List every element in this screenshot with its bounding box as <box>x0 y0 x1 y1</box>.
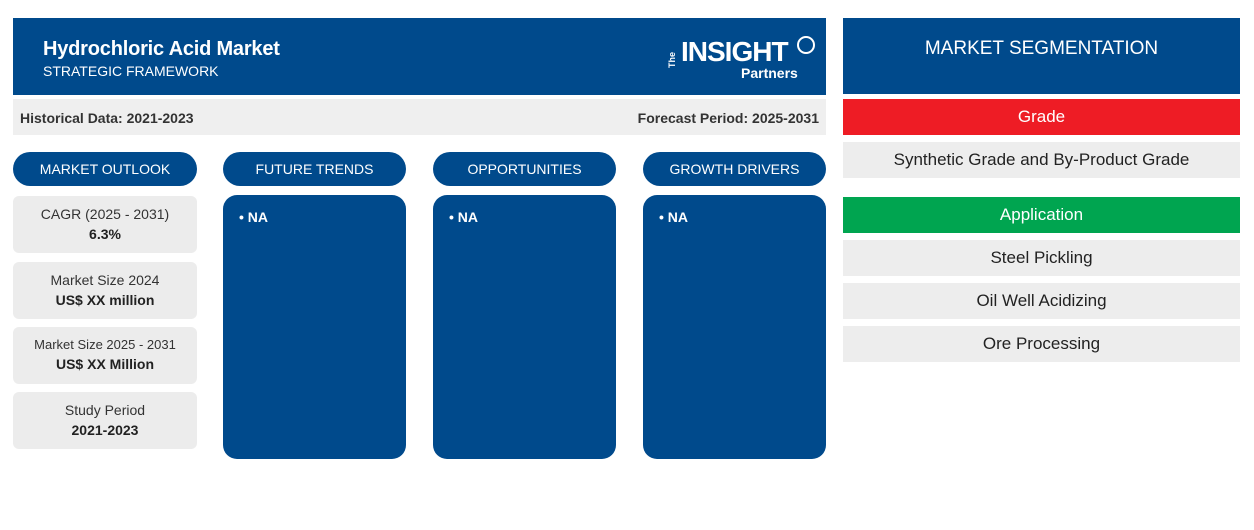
market-outlook-heading: MARKET OUTLOOK <box>13 152 197 186</box>
stat-cagr: CAGR (2025 - 2031) 6.3% <box>13 196 197 253</box>
stat-value: US$ XX Million <box>55 356 154 372</box>
stat-value: US$ XX million <box>55 292 155 308</box>
logo-ring-icon <box>797 36 815 54</box>
forecast-period: Forecast Period: 2025-2031 <box>637 110 819 126</box>
stat-market-size-2024: Market Size 2024 US$ XX million <box>13 262 197 319</box>
stat-value: 2021-2023 <box>71 422 139 438</box>
segment-item: Synthetic Grade and By-Product Grade <box>843 142 1240 178</box>
growth-drivers-item: • NA <box>659 209 689 225</box>
logo-insight-text: INSIGHT <box>681 36 789 67</box>
opportunities-item: • NA <box>449 209 479 225</box>
stat-label: CAGR (2025 - 2031) <box>40 206 170 222</box>
segment-item: Steel Pickling <box>843 240 1240 276</box>
market-segmentation-heading: MARKET SEGMENTATION <box>843 18 1240 94</box>
future-trends-item: • NA <box>239 209 269 225</box>
growth-drivers-panel: • NA <box>643 195 826 459</box>
period-bar: Historical Data: 2021-2023 Forecast Peri… <box>13 99 826 135</box>
stat-label: Market Size 2025 - 2031 <box>34 337 176 352</box>
report-header: Hydrochloric Acid Market STRATEGIC FRAME… <box>13 18 826 95</box>
stat-market-size-forecast: Market Size 2025 - 2031 US$ XX Million <box>13 327 197 384</box>
future-trends-panel: • NA <box>223 195 406 459</box>
future-trends-heading: FUTURE TRENDS <box>223 152 406 186</box>
historical-data: Historical Data: 2021-2023 <box>20 110 194 126</box>
opportunities-heading: OPPORTUNITIES <box>433 152 616 186</box>
insight-partners-logo: The INSIGHT Partners <box>667 34 817 84</box>
growth-drivers-heading: GROWTH DRIVERS <box>643 152 826 186</box>
opportunities-panel: • NA <box>433 195 616 459</box>
stat-study-period: Study Period 2021-2023 <box>13 392 197 449</box>
segment-item: Ore Processing <box>843 326 1240 362</box>
stat-value: 6.3% <box>89 226 121 242</box>
report-title: Hydrochloric Acid Market <box>43 38 280 60</box>
logo-partners-text: Partners <box>741 65 798 81</box>
segment-item: Oil Well Acidizing <box>843 283 1240 319</box>
stat-label: Market Size 2024 <box>50 272 160 288</box>
segment-application: Application <box>843 197 1240 233</box>
logo-the-text: The <box>667 51 677 68</box>
stat-label: Study Period <box>64 402 146 418</box>
segment-grade: Grade <box>843 99 1240 135</box>
report-subtitle: STRATEGIC FRAMEWORK <box>43 63 219 79</box>
